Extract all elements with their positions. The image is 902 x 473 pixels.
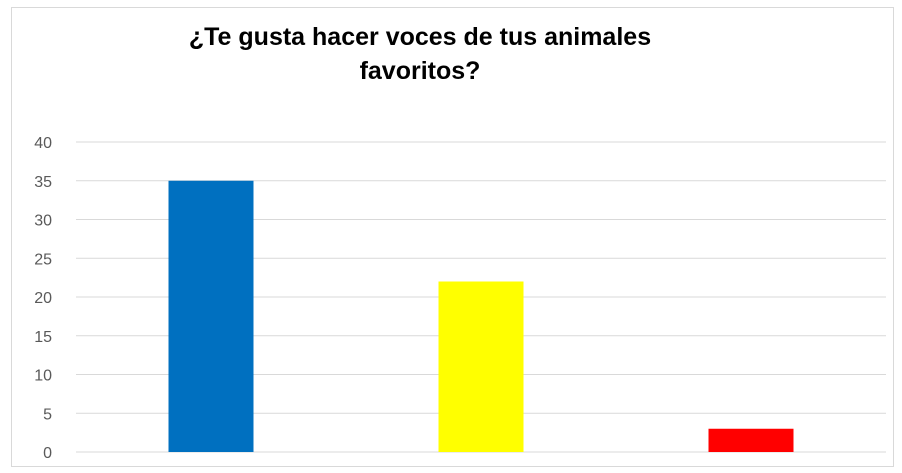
y-axis-ticks: 0 5 10 15 20 25 30 35 40	[34, 135, 52, 462]
chart-title: ¿Te gusta hacer voces de tus animales fa…	[60, 20, 780, 88]
y-tick-label: 20	[34, 290, 52, 307]
y-tick-label: 15	[34, 329, 52, 346]
y-tick-label: 25	[34, 251, 52, 268]
chart-title-line-1: ¿Te gusta hacer voces de tus animales	[188, 23, 652, 51]
bar-1	[168, 180, 254, 452]
y-tick-label: 30	[34, 213, 52, 230]
y-tick-label: 35	[34, 174, 52, 191]
bar-2	[438, 281, 524, 452]
bar-3	[708, 428, 794, 452]
y-tick-label: 40	[34, 135, 52, 152]
y-tick-label: 5	[43, 406, 52, 423]
bars	[168, 180, 794, 452]
y-tick-label: 0	[43, 445, 52, 462]
chart-title-line-2: favoritos?	[359, 57, 481, 85]
y-tick-label: 10	[34, 368, 52, 385]
